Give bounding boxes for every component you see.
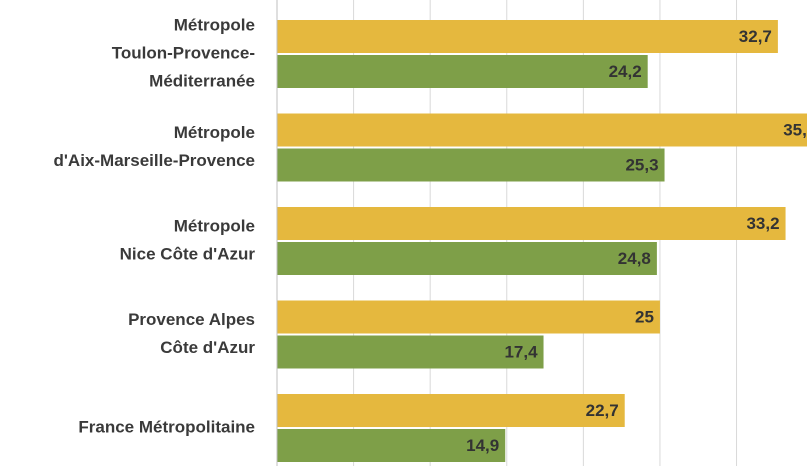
category-label: Métropole [174,15,255,34]
category-label: d'Aix-Marseille-Provence [53,151,255,170]
category-label: Métropole [174,123,255,142]
bar [277,335,544,369]
value-label: 25 [635,307,654,326]
bar [277,148,665,182]
value-label: 32,7 [739,27,772,46]
bar [277,394,625,427]
value-label: 24,8 [618,249,651,268]
bar [277,207,786,240]
value-label: 17,4 [504,342,538,361]
category-label: Toulon-Provence- [112,43,255,62]
bar [277,113,807,147]
bar [277,242,657,275]
bar [277,55,648,88]
bar [277,20,778,53]
value-label: 33,2 [746,214,779,233]
value-label: 25,3 [625,155,658,174]
value-label: 24,2 [609,62,642,81]
bar [277,429,506,462]
value-label: 14,9 [466,436,499,455]
bar [277,300,660,334]
category-label: Méditerranée [149,71,255,90]
category-label: Métropole [174,216,255,235]
value-label: 22,7 [586,401,619,420]
value-label: 35,6 [783,120,807,139]
category-label: France Métropolitaine [78,417,255,436]
category-label: Provence Alpes [128,310,255,329]
category-label: Côte d'Azur [160,338,255,357]
category-label: Nice Côte d'Azur [120,244,256,263]
